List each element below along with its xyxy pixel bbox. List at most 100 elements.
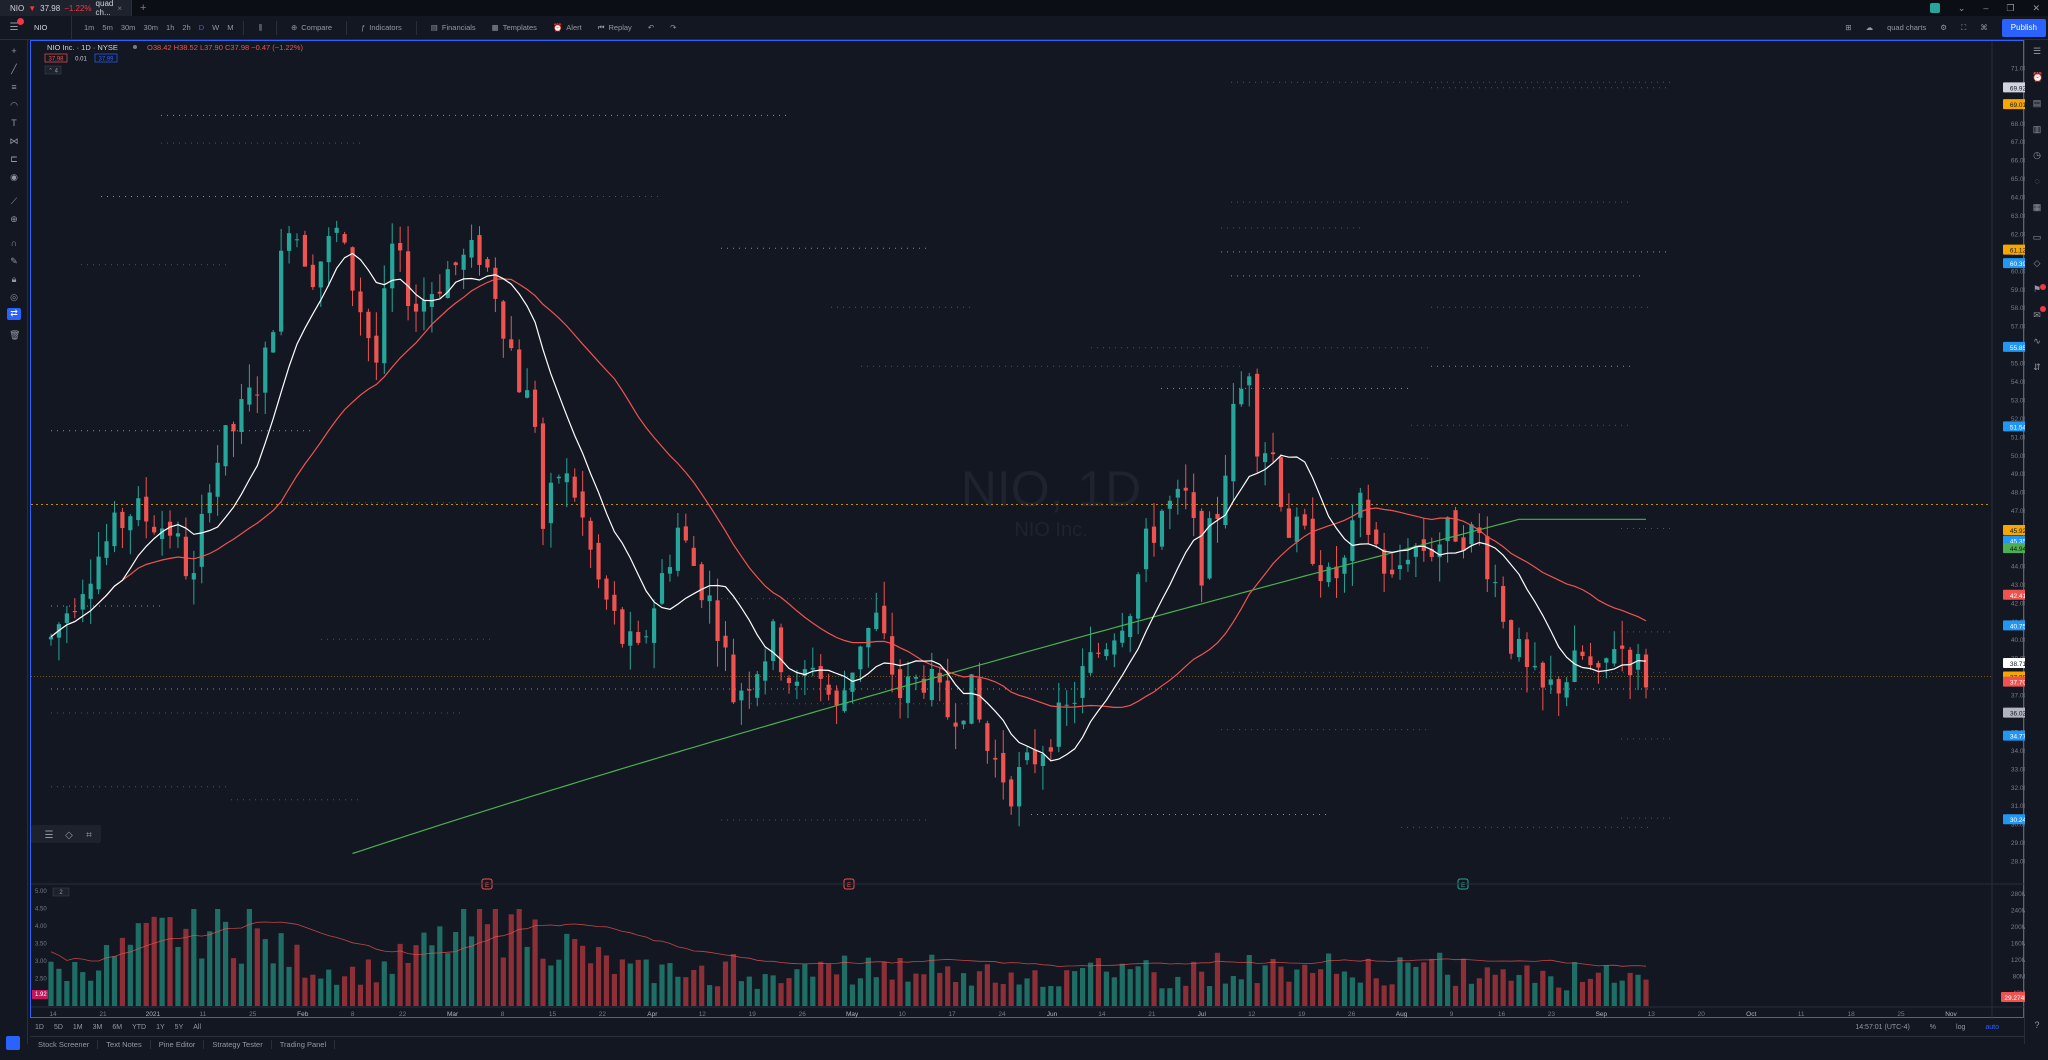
tab-trading-panel[interactable]: Trading Panel (272, 1040, 336, 1049)
lock-draw-icon[interactable]: ✎ (10, 256, 18, 266)
financials-button[interactable]: ▤ Financials (423, 16, 484, 40)
clock-time[interactable]: 14:57:01 (UTC-4) (1855, 1023, 1910, 1031)
menu-icon[interactable]: ☰ (0, 18, 28, 33)
interval-6[interactable]: D (198, 22, 205, 32)
range-3m[interactable]: 3M (92, 1023, 103, 1031)
range-1d[interactable]: 1D (35, 1023, 44, 1031)
y-tick-label: 68.00 (2011, 121, 2025, 128)
layout-icon[interactable]: ⊞ (1845, 23, 1852, 32)
crosshair-icon[interactable]: + (11, 46, 17, 56)
layout-name[interactable]: quad charts (1887, 23, 1927, 32)
undo-button[interactable]: ↶ (640, 16, 662, 40)
volume-bar (1365, 958, 1371, 1006)
volume-bar (389, 973, 395, 1006)
redo-button[interactable]: ↷ (662, 16, 684, 40)
tab-stock-screener[interactable]: Stock Screener (30, 1040, 99, 1049)
interval-5[interactable]: 2h (182, 22, 191, 32)
range-ytd[interactable]: YTD (132, 1023, 147, 1031)
zoom-icon[interactable]: ⊕ (10, 214, 18, 224)
avatar[interactable] (1929, 3, 1940, 13)
fullscreen-icon[interactable]: ⛶ (1961, 22, 1967, 32)
range-6m[interactable]: 6M (112, 1023, 123, 1031)
new-tab-icon[interactable]: + (140, 2, 147, 14)
brush-icon[interactable]: ◠ (10, 100, 18, 110)
templates-button[interactable]: ▦ Templates (484, 16, 545, 40)
candle-body (1318, 565, 1323, 582)
panel-toggle-icon[interactable] (6, 1036, 20, 1050)
tab-pine-editor[interactable]: Pine Editor (151, 1040, 205, 1049)
volume-bar (1159, 988, 1165, 1006)
notifications-icon[interactable]: ⚑ (2032, 284, 2042, 294)
replay-button[interactable]: ⏮ Replay (590, 16, 640, 40)
range-1y[interactable]: 1Y (156, 1023, 165, 1031)
settings-icon[interactable]: ⚙ (1940, 23, 1947, 32)
volume-bar (1064, 970, 1070, 1006)
lock-icon[interactable]: 🔒︎ (11, 274, 17, 284)
range-5d[interactable]: 5D (53, 1023, 63, 1031)
data-window-icon[interactable]: ▤ (2032, 98, 2042, 108)
y-tick-label: 49.00 (2011, 471, 2025, 478)
order-panel-icon[interactable]: ⇵ (2033, 362, 2041, 372)
interval-4[interactable]: 1h (166, 22, 175, 32)
streams-icon[interactable]: ◇ (2033, 258, 2041, 268)
y-tick-label: 40.00 (2011, 637, 2025, 644)
publish-button[interactable]: Publish (2001, 18, 2046, 37)
volume-bar (1040, 986, 1046, 1006)
trash-icon[interactable]: 🗑︎ (9, 330, 21, 340)
volume-bar (1056, 986, 1062, 1006)
chevron-down-icon[interactable]: ⌄ (1957, 2, 1966, 13)
range-all[interactable]: All (193, 1023, 202, 1031)
ruler-icon[interactable]: ⟋ (10, 196, 18, 206)
news-icon[interactable]: ▦ (2032, 202, 2042, 212)
chart-tab[interactable]: NIO ▼ 37.98 −1.22% quad ch... × (0, 0, 132, 17)
indicators-button[interactable]: ƒ Indicators (353, 16, 410, 40)
pulse-icon[interactable]: ∿ (2033, 336, 2041, 346)
alerts-icon[interactable]: ⏰ (2032, 72, 2044, 82)
tab-text-notes[interactable]: Text Notes (98, 1040, 151, 1049)
candle-body (64, 613, 69, 623)
interval-3[interactable]: 30m (143, 22, 159, 32)
fib-icon[interactable]: ≡ (11, 82, 17, 92)
range-1m[interactable]: 1M (72, 1023, 83, 1031)
close-icon[interactable]: × (117, 3, 123, 13)
text-icon[interactable]: T (11, 118, 17, 128)
interval-8[interactable]: M (227, 22, 234, 32)
symbol-search[interactable]: NIO (28, 15, 72, 40)
maximize-icon[interactable]: ❐ (2006, 2, 2015, 13)
hotlist-icon[interactable]: ▥ (2032, 124, 2042, 134)
ideas-icon[interactable]: ◌ (2034, 176, 2040, 186)
range-5y[interactable]: 5Y (174, 1023, 184, 1031)
interval-1[interactable]: 5m (102, 22, 113, 32)
watchlist-icon[interactable]: ☰ (2032, 46, 2042, 56)
candle-body (358, 291, 363, 313)
camera-icon[interactable]: ⌘ (1980, 23, 1988, 32)
pattern-icon[interactable]: ⋈ (9, 136, 19, 146)
calendar-icon[interactable]: ◷ (2033, 150, 2041, 160)
chart-type-button[interactable]: ⫼ (250, 16, 269, 40)
compare-button[interactable]: ⊕ Compare (283, 16, 340, 40)
tab-strategy-tester[interactable]: Strategy Tester (204, 1040, 272, 1049)
sync-icon[interactable]: ⇄ (7, 308, 21, 320)
auto-toggle[interactable]: auto (1985, 1023, 1999, 1031)
candle-body (1635, 653, 1641, 670)
magnet-icon[interactable]: ∩ (10, 238, 18, 248)
help-icon[interactable]: ? (2034, 1020, 2040, 1030)
interval-2[interactable]: 30m (120, 22, 136, 32)
alert-button[interactable]: ⏰ Alert (545, 16, 590, 40)
log-toggle[interactable]: log (1956, 1023, 1966, 1031)
close-window-icon[interactable]: ✕ (2032, 2, 2040, 13)
prediction-icon[interactable]: ⊏ (10, 154, 18, 164)
percent-toggle[interactable]: % (1929, 1023, 1937, 1031)
cloud-icon[interactable]: ☁ (1865, 23, 1874, 32)
trendline-icon[interactable]: ╱ (11, 64, 17, 74)
interval-7[interactable]: W (212, 22, 220, 32)
interval-0[interactable]: 1m (84, 22, 95, 32)
volume-bar (286, 966, 292, 1006)
minimize-icon[interactable]: – (1983, 3, 1989, 13)
visibility-icon[interactable]: ◎ (10, 292, 18, 302)
chat-icon[interactable]: ▭ (2032, 232, 2042, 242)
eye-icon[interactable]: ◉ (10, 172, 18, 182)
messages-icon[interactable]: ✉ (2033, 310, 2041, 320)
